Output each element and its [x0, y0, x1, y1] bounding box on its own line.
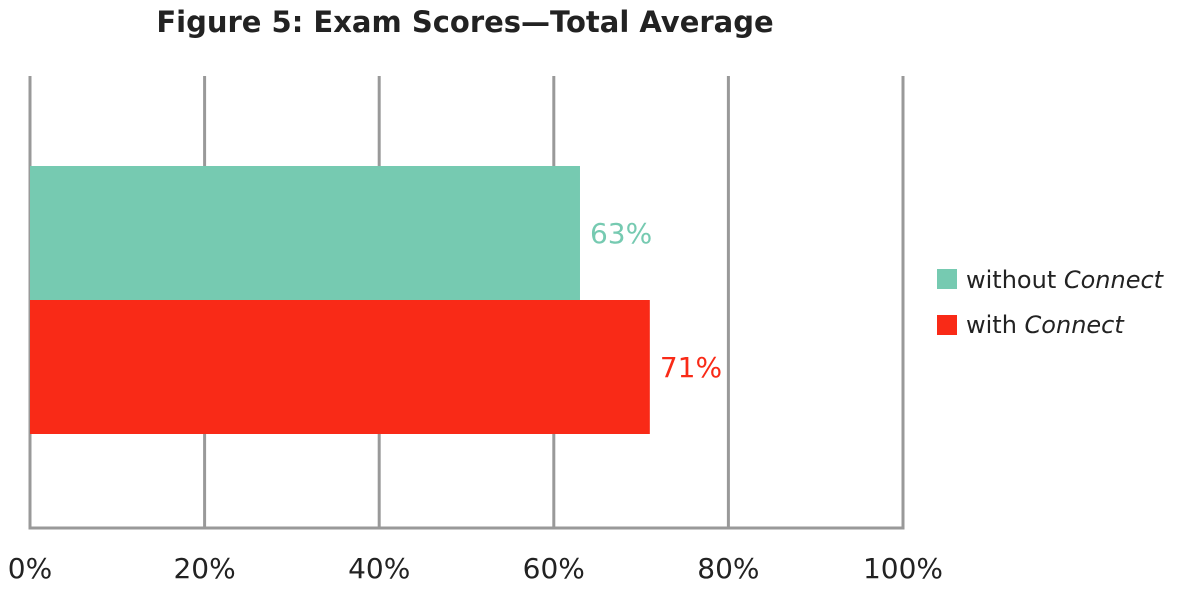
x-tick-label-40: 40% [348, 552, 410, 585]
legend: without Connect with Connect [937, 266, 1165, 339]
data-label-without-connect: 63% [590, 217, 652, 250]
x-tick-label-80: 80% [697, 552, 759, 585]
data-label-with-connect: 71% [660, 351, 722, 384]
bars: 63% 71% [30, 166, 722, 434]
legend-label-without-connect-plain: without [966, 266, 1064, 294]
bar-with-connect [30, 300, 650, 434]
legend-label-with-connect-plain: with [966, 311, 1025, 339]
legend-label-with-connect: with Connect [966, 311, 1125, 339]
x-tick-label-0: 0% [8, 552, 52, 585]
x-tick-label-60: 60% [523, 552, 585, 585]
x-tick-labels: 0% 20% 40% 60% 80% 100% [8, 552, 943, 585]
x-tick-label-100: 100% [863, 552, 943, 585]
legend-swatch-without-connect [937, 269, 957, 289]
legend-swatch-with-connect [937, 315, 957, 335]
bar-without-connect [30, 166, 580, 300]
legend-label-without-connect: without Connect [966, 266, 1165, 294]
chart-title: Figure 5: Exam Scores—Total Average [156, 5, 773, 39]
legend-label-with-connect-italic: Connect [1025, 311, 1126, 339]
x-tick-label-20: 20% [173, 552, 235, 585]
legend-label-without-connect-italic: Connect [1064, 266, 1165, 294]
grid-lines [28, 76, 905, 530]
